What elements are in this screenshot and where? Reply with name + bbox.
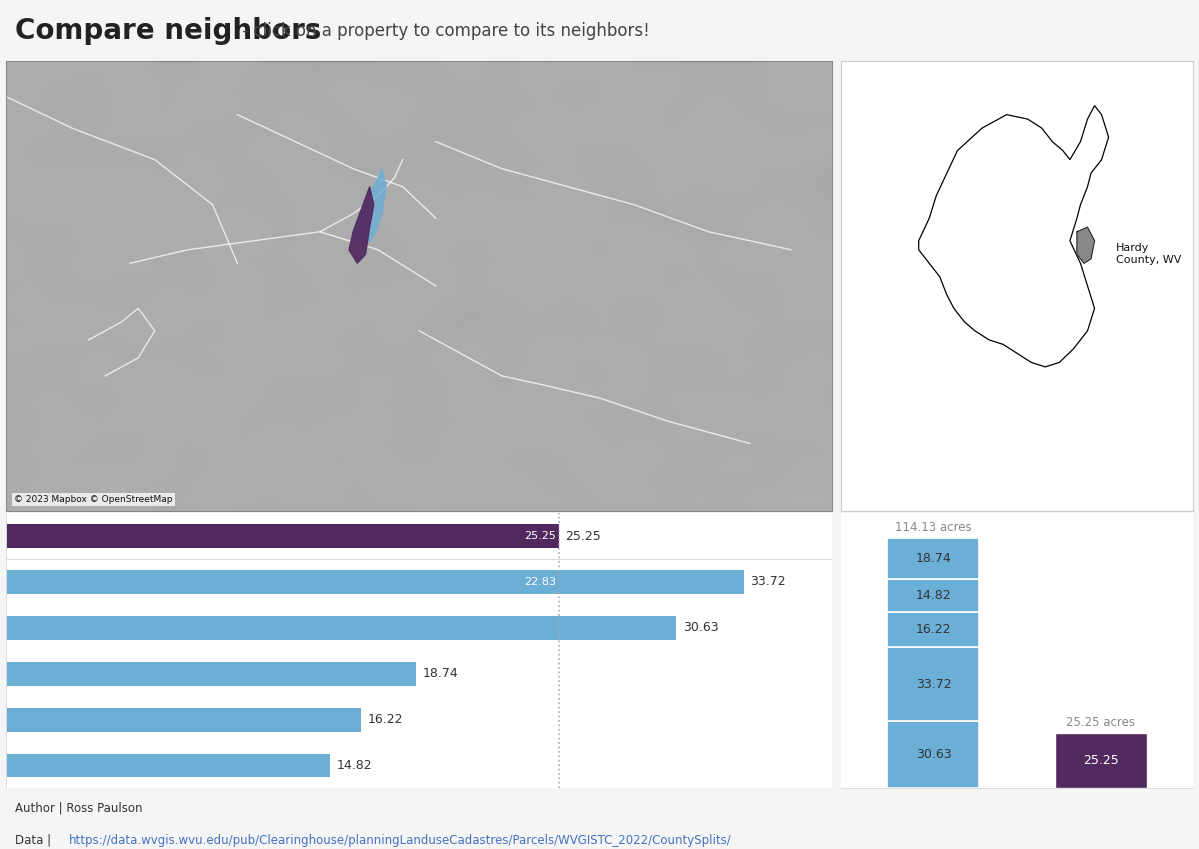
Text: 114.13 acres: 114.13 acres [896,520,971,534]
Text: 25.25: 25.25 [524,531,556,541]
Text: 30.63: 30.63 [683,621,718,634]
Text: © 2023 Mapbox © OpenStreetMap: © 2023 Mapbox © OpenStreetMap [14,495,173,504]
Bar [6,754,330,778]
Polygon shape [349,187,374,263]
Bar [887,612,980,647]
Bar [6,524,559,548]
Text: 16.22: 16.22 [916,623,951,636]
Bar [6,708,361,732]
Text: 18.74: 18.74 [423,667,458,680]
Bar [887,579,980,612]
Text: 14.82: 14.82 [337,759,373,772]
Text: 25.25: 25.25 [565,530,601,543]
Text: 18.74: 18.74 [916,552,951,565]
Text: Author | Ross Paulson: Author | Ross Paulson [16,801,143,814]
Text: 22.83: 22.83 [524,577,556,587]
Bar [887,538,980,579]
Text: 25.25: 25.25 [1083,754,1119,767]
Text: https://data.wvgis.wvu.edu/pub/Clearinghouse/planningLanduseCadastres/Parcels/WV: https://data.wvgis.wvu.edu/pub/Clearingh… [68,834,731,847]
Bar [887,647,980,722]
Text: Hardy
County, WV: Hardy County, WV [1115,244,1181,265]
Bar [6,570,743,594]
Text: 33.72: 33.72 [751,576,787,588]
Polygon shape [918,105,1109,367]
Polygon shape [354,169,386,245]
Text: 33.72: 33.72 [916,678,951,691]
Bar [6,616,676,640]
Text: 30.63: 30.63 [916,748,951,762]
Text: 14.82: 14.82 [916,589,951,602]
Text: - click on a property to compare to its neighbors!: - click on a property to compare to its … [237,22,650,41]
Bar [887,722,980,789]
Text: 25.25 acres: 25.25 acres [1066,716,1135,728]
Text: 16.22: 16.22 [368,713,403,726]
Text: Compare neighbors: Compare neighbors [16,17,321,45]
Bar [1055,733,1147,789]
Bar [6,662,416,686]
Text: Data |: Data | [16,834,55,847]
Polygon shape [1077,228,1095,263]
